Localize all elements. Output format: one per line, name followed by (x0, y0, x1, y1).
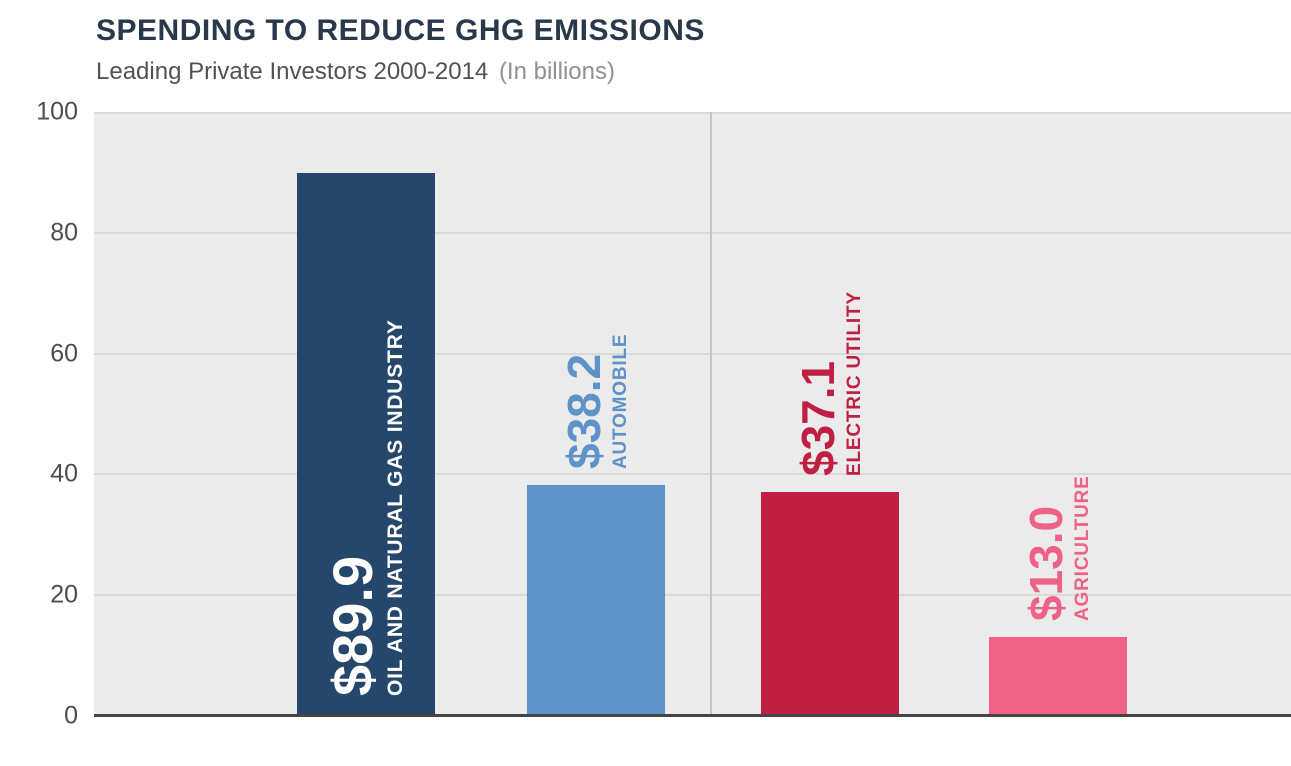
bar-label-automobile: $38.2 AUTOMOBILE (558, 333, 633, 470)
chart-subtitle-note: (In billions) (498, 58, 615, 85)
y-axis-tick-label: 60 (50, 339, 78, 368)
plot-divider-line (710, 112, 712, 716)
x-axis-baseline (94, 714, 1291, 717)
gridline (94, 352, 1291, 355)
y-axis-tick-label: 80 (50, 218, 78, 247)
y-axis-tick-label: 100 (36, 97, 78, 126)
bar-label-agriculture: $13.0 AGRICULTURE (1020, 475, 1095, 622)
gridline (94, 594, 1291, 597)
gridline (94, 473, 1291, 476)
bar-category-label: OIL AND NATURAL GAS INDUSTRY (384, 319, 407, 696)
chart-subtitle-text: Leading Private Investors 2000-2014 (96, 58, 489, 85)
bar-category-label: AUTOMOBILE (610, 333, 631, 470)
y-axis: 100 80 60 40 20 0 (0, 98, 86, 730)
plot-area: $89.9 OIL AND NATURAL GAS INDUSTRY $38.2 AU… (94, 112, 1291, 717)
bar-category-label: AGRICULTURE (1072, 475, 1093, 622)
bar-automobile (527, 485, 665, 716)
bar-agriculture (989, 637, 1127, 716)
bar-value-label: $37.1 (792, 360, 844, 476)
bar-label-electric-utility: $37.1 ELECTRIC UTILITY (792, 291, 867, 476)
y-axis-tick-label: 20 (50, 580, 78, 609)
y-axis-tick-label: 40 (50, 459, 78, 488)
bar-oil-and-natural-gas-industry (297, 173, 435, 716)
bar-category-label: ELECTRIC UTILITY (844, 291, 865, 476)
gridline (94, 231, 1291, 234)
chart-title: SPENDING TO REDUCE GHG EMISSIONS (96, 14, 705, 47)
bar-value-label: $89.9 (321, 555, 384, 696)
bar-electric-utility (761, 491, 899, 716)
y-axis-tick-label: 0 (64, 701, 78, 730)
bar-label-oil-and-natural-gas-industry: $89.9 OIL AND NATURAL GAS INDUSTRY (321, 319, 409, 696)
bar-value-label: $13.0 (1020, 506, 1072, 622)
gridline (94, 112, 1291, 114)
bar-value-label: $38.2 (558, 354, 610, 470)
chart-subtitle: Leading Private Investors 2000-2014 (In … (96, 58, 615, 86)
